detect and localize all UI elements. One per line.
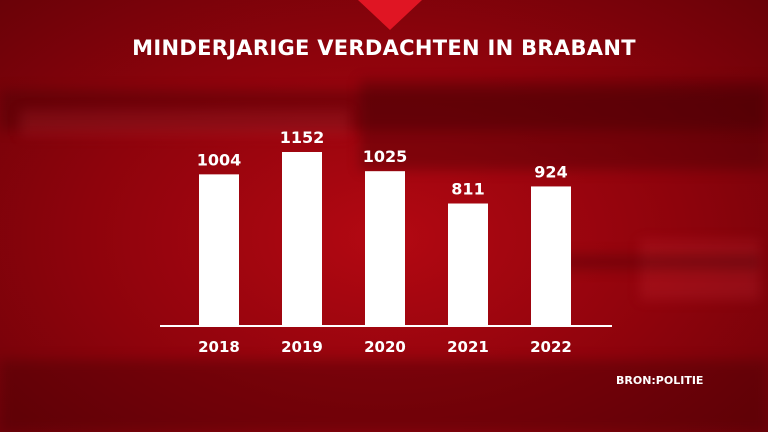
bar-2021 [448,203,488,326]
bar-2019 [282,152,322,326]
bar-2022 [531,186,571,326]
data-label-2019: 1152 [280,128,325,147]
background-ground [0,360,768,432]
top-triangle-marker [358,0,422,30]
x-tick-label-2022: 2022 [530,338,572,356]
background-highlight [640,240,760,300]
source-label: BRON:POLITIE [616,374,704,387]
data-label-2020: 1025 [363,147,408,166]
background-window-band [20,110,350,136]
x-tick-label-2019: 2019 [281,338,323,356]
background-wall [360,80,768,170]
background-railing [560,255,760,269]
data-label-2018: 1004 [197,150,242,169]
data-label-2022: 924 [534,162,567,181]
data-label-2021: 811 [451,180,484,199]
bar-2020 [365,171,405,326]
x-tick-label-2021: 2021 [447,338,489,356]
x-tick-label-2020: 2020 [364,338,406,356]
background-building [0,90,768,130]
chart-title: MINDERJARIGE VERDACHTEN IN BRABANT [132,36,636,60]
bar-2018 [199,174,239,326]
x-tick-label-2018: 2018 [198,338,240,356]
